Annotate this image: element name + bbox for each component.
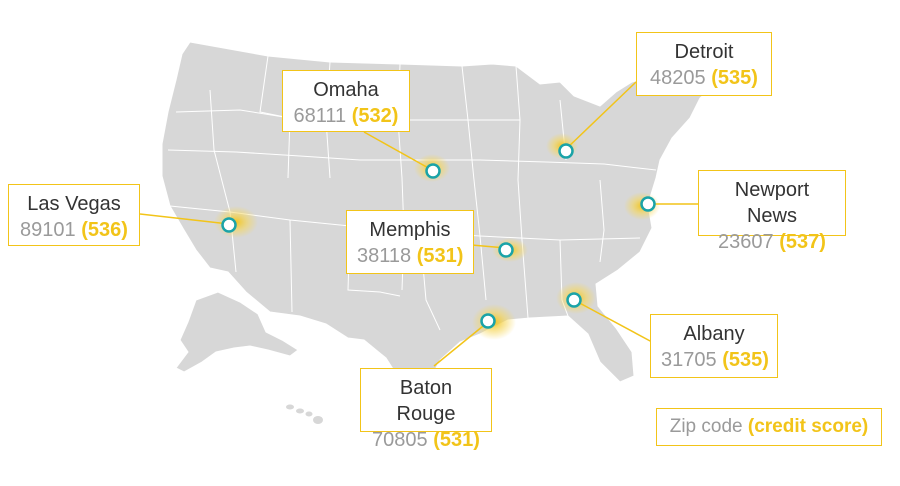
zip-code: 68111	[293, 105, 347, 127]
credit-score: (536)	[81, 219, 128, 241]
label-detroit: Detroit 48205 (535)	[636, 32, 772, 96]
zip-code: 31705	[661, 349, 717, 371]
credit-score: (531)	[433, 429, 480, 451]
label-las-vegas: Las Vegas 89101 (536)	[8, 184, 140, 246]
credit-score: (531)	[416, 245, 464, 267]
zip-code: 48205	[650, 67, 706, 89]
legend-score-label: (credit score)	[747, 416, 869, 437]
hawaii	[286, 404, 323, 424]
credit-score: (537)	[779, 231, 826, 253]
label-newport-news: Newport News 23607 (537)	[698, 170, 846, 253]
city-name: Albany	[683, 323, 745, 345]
marker-newport-news	[640, 196, 656, 212]
label-omaha: Omaha 68111 (532)	[282, 70, 410, 132]
credit-score: (532)	[351, 105, 399, 127]
legend-zip-label: Zip code	[669, 416, 743, 437]
marker-las-vegas	[221, 217, 237, 233]
marker-detroit	[558, 143, 574, 159]
zip-code: 70805	[372, 429, 428, 451]
credit-score: (535)	[711, 67, 758, 89]
connector-lines	[139, 81, 698, 367]
marker-omaha	[425, 163, 441, 179]
city-name: Memphis	[369, 219, 451, 241]
city-markers	[221, 143, 656, 329]
marker-albany	[566, 292, 582, 308]
label-memphis: Memphis 38118 (531)	[346, 210, 474, 274]
city-name: Baton Rouge	[396, 377, 456, 425]
city-name: Detroit	[674, 41, 734, 63]
label-baton-rouge: Baton Rouge 70805 (531)	[360, 368, 492, 451]
marker-memphis	[498, 242, 514, 258]
zip-code: 89101	[20, 219, 76, 241]
city-name: Las Vegas	[27, 193, 121, 215]
legend: Zip code (credit score)	[656, 408, 882, 446]
zip-code: 23607	[718, 231, 774, 253]
alaska	[175, 291, 299, 373]
label-albany: Albany 31705 (535)	[650, 314, 778, 378]
marker-baton-rouge	[480, 313, 496, 329]
credit-score: (535)	[722, 349, 769, 371]
city-name: Omaha	[313, 79, 379, 101]
zip-code: 38118	[357, 245, 412, 267]
city-name: Newport News	[734, 179, 810, 227]
